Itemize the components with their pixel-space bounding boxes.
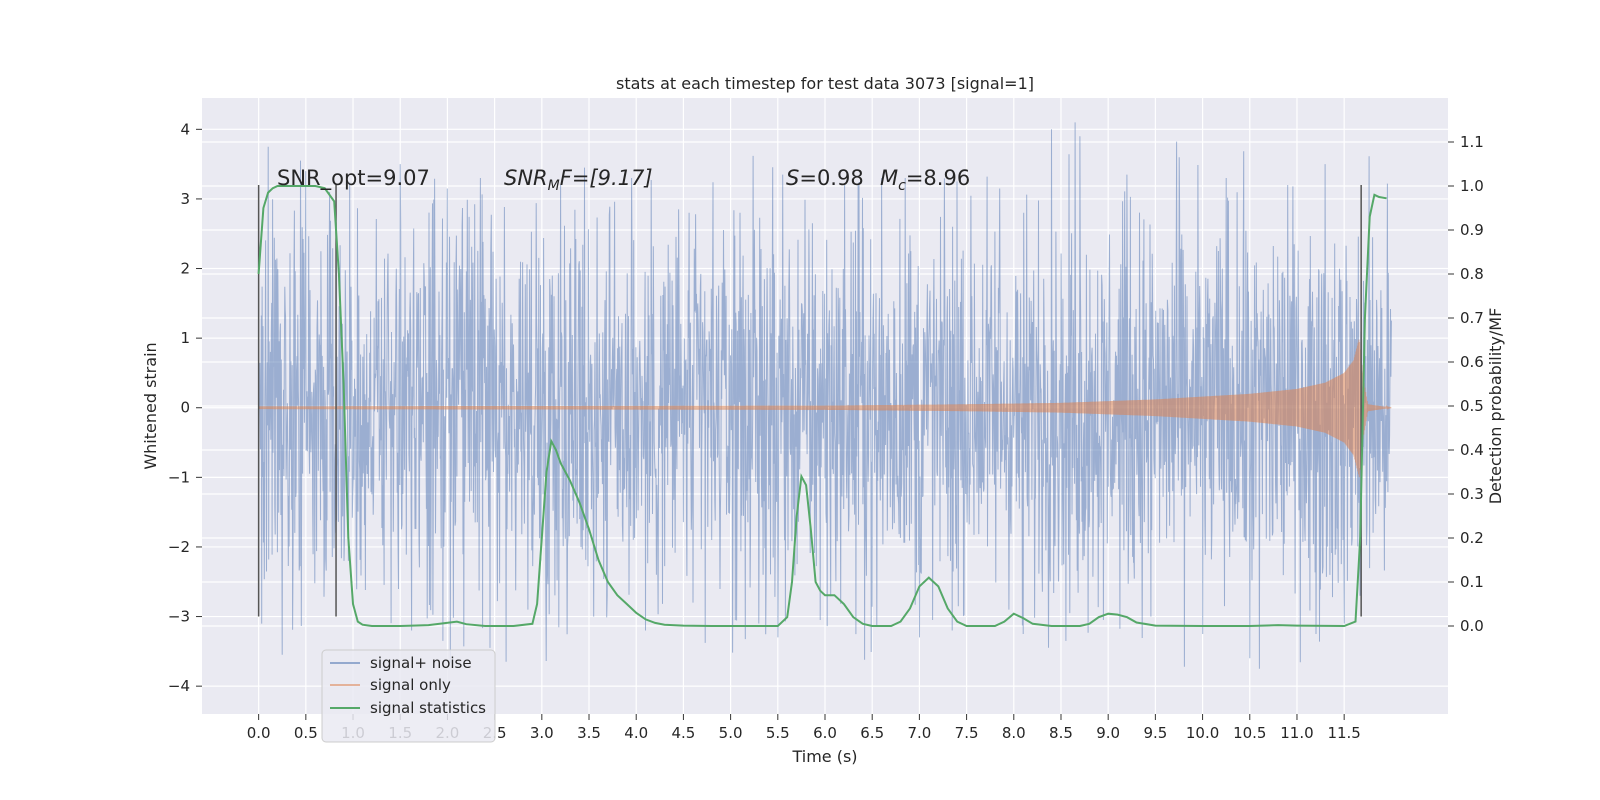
x-tick-label: 6.5 <box>860 724 884 742</box>
x-tick-label: 0.0 <box>247 724 271 742</box>
y-right-tick-label: 0.0 <box>1460 617 1484 635</box>
annotation-mc-base: M <box>880 166 898 190</box>
signal-noise-line <box>258 122 1392 669</box>
y-right-axis-label: Detection probability/MF <box>1486 308 1505 505</box>
y-right-tick-label: 0.2 <box>1460 529 1484 547</box>
annotation-snr-mf: SNRMF=[9.17] <box>504 166 653 194</box>
x-tick-label: 5.0 <box>719 724 743 742</box>
legend: signal+ noise signal only signal statist… <box>321 649 496 743</box>
x-tick-label: 8.5 <box>1049 724 1073 742</box>
y-right-tick-label: 0.5 <box>1460 397 1484 415</box>
y-left-tick-label: −1 <box>168 468 190 486</box>
x-tick-label: 0.5 <box>294 724 318 742</box>
x-tick-label: 7.0 <box>907 724 931 742</box>
annotation-snr-opt: SNR_opt=9.07 <box>277 166 430 191</box>
x-tick-label: 6.0 <box>813 724 837 742</box>
signal-noise-series <box>258 122 1392 669</box>
y-left-axis-label: Whitened strain <box>141 342 160 469</box>
y-right-tick-label: 0.6 <box>1460 353 1484 371</box>
x-axis-ticks: 0.00.51.01.52.02.53.03.54.04.55.05.56.06… <box>247 714 1361 742</box>
annotation-snr-mf-base: SNR <box>504 166 548 190</box>
y-right-tick-label: 0.4 <box>1460 441 1484 459</box>
annotation-mc-value: =8.96 <box>906 166 970 190</box>
y-right-tick-label: 0.3 <box>1460 485 1484 503</box>
signal-statistics-series <box>257 185 1387 628</box>
signal-statistics-line <box>257 185 1387 628</box>
annotation-mc: Mc=8.96 <box>880 166 970 194</box>
y-right-axis-ticks: 0.0 0.1 0.2 0.3 0.4 0.5 0.6 0.7 0.8 0.9 1.0 1.1 <box>1448 133 1484 635</box>
y-left-tick-label: −2 <box>168 538 190 556</box>
legend-box <box>321 649 496 743</box>
signal-only-line <box>258 339 1392 478</box>
y-left-tick-label: −4 <box>168 677 190 695</box>
vertical-markers <box>257 185 1362 617</box>
annotation-s: S=0.98 <box>786 166 864 190</box>
y-right-tick-label: 1.1 <box>1460 133 1484 151</box>
annotation-s-symbol: S <box>786 166 799 190</box>
y-right-tick-label: 0.7 <box>1460 309 1484 327</box>
y-left-tick-label: 3 <box>180 190 190 208</box>
annotation-snr-mf-rest: F=[9.17] <box>560 166 653 190</box>
x-tick-label: 4.5 <box>671 724 695 742</box>
legend-label-signal-noise: signal+ noise <box>370 654 472 672</box>
legend-label-signal-statistics: signal statistics <box>370 699 486 717</box>
y-right-tick-label: 0.9 <box>1460 221 1484 239</box>
signal-only-series <box>258 339 1392 478</box>
x-tick-label: 3.5 <box>577 724 601 742</box>
annotations: SNR_opt=9.07 SNRMF=[9.17] S=0.98 Mc=8.96 <box>277 166 970 194</box>
annotation-snr-mf-sub: M <box>548 178 560 194</box>
y-right-tick-label: 1.0 <box>1460 177 1484 195</box>
x-tick-label: 10.0 <box>1186 724 1219 742</box>
x-axis-label: Time (s) <box>791 747 857 766</box>
y-left-tick-label: 2 <box>180 260 190 278</box>
y-left-tick-label: 4 <box>180 120 190 138</box>
y-left-tick-label: −3 <box>168 608 190 626</box>
x-tick-label: 7.5 <box>955 724 979 742</box>
y-left-tick-label: 1 <box>180 329 190 347</box>
x-tick-label: 3.0 <box>530 724 554 742</box>
x-tick-label: 10.5 <box>1233 724 1266 742</box>
annotation-s-value: =0.98 <box>799 166 863 190</box>
y-right-tick-label: 0.8 <box>1460 265 1484 283</box>
y-left-axis-ticks: −4 −3 −2 −1 0 1 2 3 4 <box>168 120 202 695</box>
x-tick-label: 11.5 <box>1327 724 1360 742</box>
legend-label-signal-only: signal only <box>370 676 451 694</box>
x-tick-label: 4.0 <box>624 724 648 742</box>
x-tick-label: 9.5 <box>1143 724 1167 742</box>
x-tick-label: 9.0 <box>1096 724 1120 742</box>
annotation-mc-sub: c <box>898 178 906 194</box>
y-left-tick-label: 0 <box>180 399 190 417</box>
x-tick-label: 11.0 <box>1280 724 1313 742</box>
x-tick-label: 8.0 <box>1002 724 1026 742</box>
chart-title: stats at each timestep for test data 307… <box>616 74 1034 93</box>
x-tick-label: 5.5 <box>766 724 790 742</box>
y-right-tick-label: 0.1 <box>1460 573 1484 591</box>
